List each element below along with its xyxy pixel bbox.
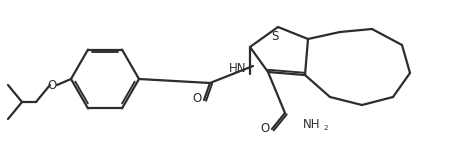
Text: HN: HN xyxy=(229,62,247,76)
Text: O: O xyxy=(192,92,202,105)
Text: O: O xyxy=(48,79,57,92)
Text: $_2$: $_2$ xyxy=(323,123,329,133)
Text: O: O xyxy=(260,122,270,135)
Text: NH: NH xyxy=(303,119,321,132)
Text: S: S xyxy=(271,30,279,43)
